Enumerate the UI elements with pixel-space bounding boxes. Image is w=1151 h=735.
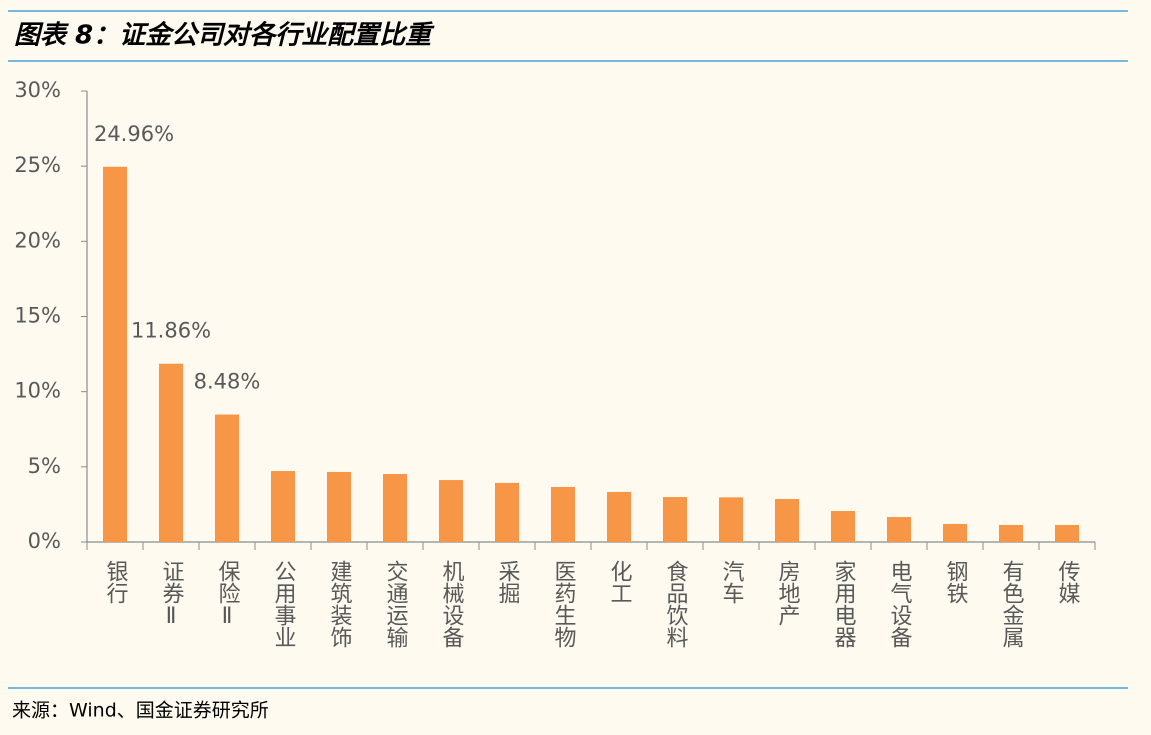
x-tick-label: 机械设备	[439, 560, 465, 648]
bar	[215, 414, 239, 542]
x-tick-label: 公用事业	[271, 560, 297, 648]
bar	[663, 497, 687, 542]
bar	[327, 471, 351, 542]
y-tick-label: 25%	[14, 153, 61, 177]
bar	[999, 525, 1023, 542]
x-tick-label: 钢铁	[943, 560, 969, 604]
bar	[383, 474, 407, 542]
x-tick-label: 医药生物	[551, 560, 577, 648]
chart-title: 图表 8：证金公司对各行业配置比重	[14, 21, 435, 51]
x-tick-label: 证券Ⅱ	[159, 560, 185, 629]
x-tick-label: 保险Ⅱ	[215, 560, 241, 629]
x-tick-label: 交通运输	[383, 560, 409, 648]
bar	[439, 480, 463, 542]
value-label: 8.48%	[194, 370, 261, 394]
x-tick-label: 房地产	[775, 560, 801, 626]
bar	[775, 499, 799, 542]
bar	[495, 482, 519, 542]
bar	[887, 517, 911, 542]
source: 来源：Wind、国金证券研究所	[12, 700, 269, 722]
y-tick-label: 10%	[14, 379, 61, 403]
bar	[1055, 525, 1079, 542]
x-tick-label: 化工	[607, 560, 633, 604]
bar	[159, 363, 183, 542]
bar	[271, 471, 295, 542]
x-tick-label: 采掘	[495, 560, 521, 604]
x-tick-label: 传媒	[1055, 560, 1081, 604]
x-tick-label: 有色金属	[999, 560, 1025, 648]
y-tick-label: 15%	[14, 304, 61, 328]
bar	[607, 491, 631, 542]
x-tick-label: 银行	[103, 560, 129, 604]
bar	[719, 497, 743, 542]
x-tick-label: 家用电器	[831, 560, 857, 648]
value-label: 24.96%	[94, 122, 174, 146]
bar	[943, 523, 967, 542]
y-tick-label: 0%	[28, 529, 61, 553]
x-tick-label: 电气设备	[887, 560, 913, 648]
y-tick-label: 30%	[14, 78, 61, 102]
x-tick-label: 食品饮料	[663, 560, 689, 648]
bar	[551, 486, 575, 542]
x-tick-label: 汽车	[719, 560, 745, 604]
y-tick-label: 5%	[28, 454, 61, 478]
y-tick-label: 20%	[14, 228, 61, 252]
value-label: 11.86%	[131, 319, 211, 343]
x-tick-label: 建筑装饰	[327, 560, 353, 648]
bar	[103, 166, 127, 542]
bar	[831, 511, 855, 542]
